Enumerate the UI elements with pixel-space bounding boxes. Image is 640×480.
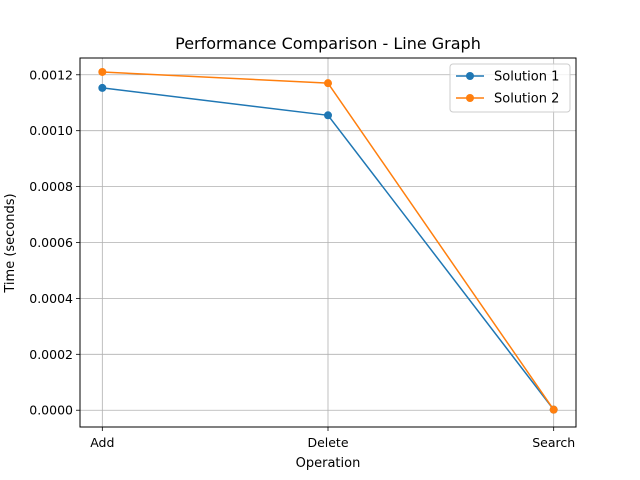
- legend-marker: [466, 72, 474, 80]
- y-tick-label: 0.0006: [29, 235, 73, 250]
- x-tick-label: Search: [532, 435, 575, 450]
- data-point: [549, 405, 558, 414]
- y-tick-label: 0.0002: [29, 347, 73, 362]
- x-tick-label: Add: [90, 435, 114, 450]
- legend-marker: [466, 94, 474, 102]
- y-tick-label: 0.0012: [29, 67, 73, 82]
- y-tick-label: 0.0008: [29, 179, 73, 194]
- data-point: [98, 83, 107, 92]
- y-tick-label: 0.0004: [29, 291, 73, 306]
- y-axis: 0.0000 0.0002 0.0004 0.0006 0.0008 0.0010 0.00…: [29, 67, 80, 418]
- data-point: [324, 79, 332, 88]
- x-tick-label: Delete: [307, 435, 348, 450]
- legend-label: Solution 1: [494, 70, 559, 85]
- chart-title: Performance Comparison - Line Graph: [175, 34, 481, 53]
- y-axis-label: Time (seconds): [3, 193, 18, 293]
- y-tick-label: 0.0010: [29, 123, 73, 138]
- data-point: [98, 67, 107, 76]
- legend: Solution 1 Solution 2: [449, 63, 571, 113]
- data-point: [324, 111, 332, 120]
- x-axis-label: Operation: [296, 456, 361, 471]
- x-axis: Add Delete Search: [90, 427, 575, 450]
- y-tick-label: 0.0000: [29, 403, 73, 418]
- series-markers: [98, 67, 558, 414]
- legend-label: Solution 2: [494, 92, 559, 107]
